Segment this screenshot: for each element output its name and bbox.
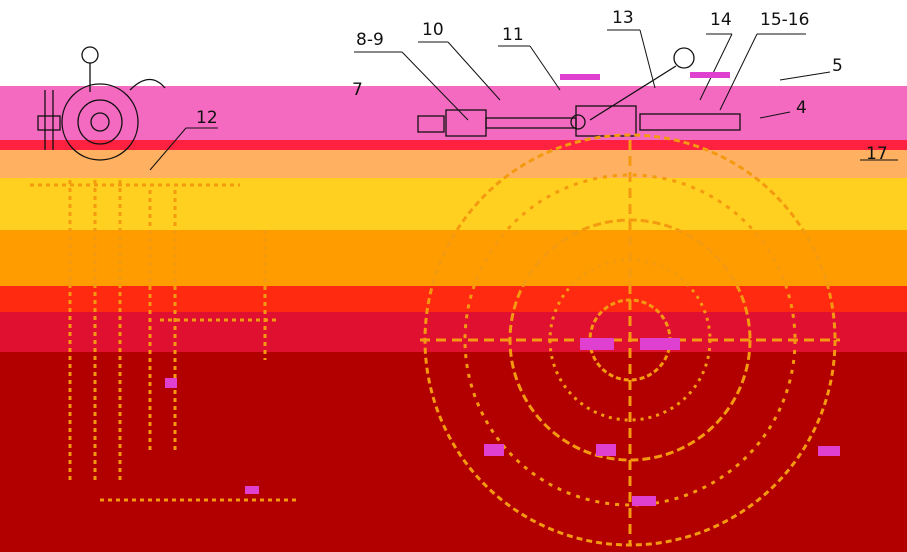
band-1 — [0, 86, 907, 140]
part-label-8-9: 8-9 — [356, 30, 384, 50]
part-label-10: 10 — [422, 20, 444, 40]
part-label-15-16: 15-16 — [760, 10, 810, 30]
part-label-14: 14 — [710, 10, 732, 30]
part-label-12: 12 — [196, 108, 218, 128]
part-label-4: 4 — [796, 98, 807, 118]
band-7 — [0, 312, 907, 352]
part-label-5: 5 — [832, 56, 843, 76]
part-label-13: 13 — [612, 8, 634, 28]
leader-lines — [149, 29, 898, 171]
band-3 — [0, 150, 907, 178]
gear-drawing — [420, 133, 840, 547]
part-label-17: 17 — [866, 144, 888, 164]
band-4 — [0, 178, 907, 230]
part-label-7: 7 — [352, 80, 363, 100]
frame-drawing — [30, 180, 300, 502]
band-6 — [0, 286, 907, 312]
shaft-assembly — [417, 47, 741, 137]
overlay-marks — [165, 72, 840, 506]
motor-drawing — [37, 46, 166, 161]
band-8 — [0, 352, 907, 552]
part-label-11: 11 — [502, 25, 524, 45]
band-2 — [0, 140, 907, 150]
